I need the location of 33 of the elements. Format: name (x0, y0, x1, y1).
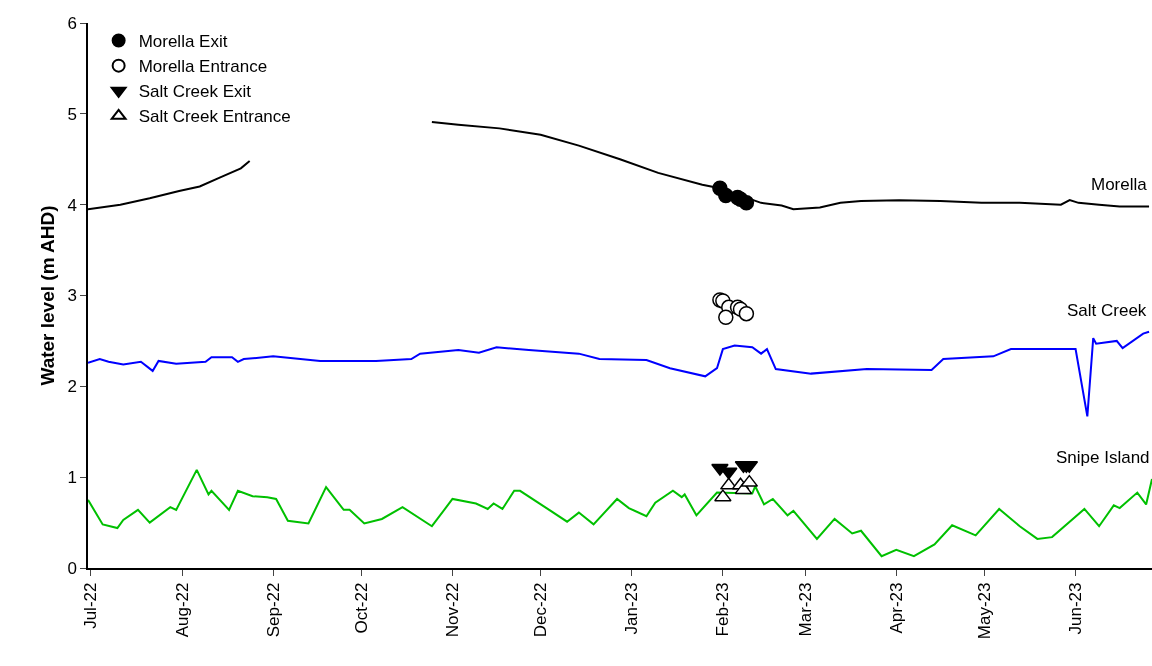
x-tick-label: Nov-22 (442, 582, 462, 638)
x-tick-label: Jan-23 (622, 582, 642, 635)
y-tick-label: 1 (67, 468, 77, 488)
x-tick-label: May-23 (974, 582, 994, 640)
legend-label: Morella Entrance (138, 57, 268, 77)
legend-label: Salt Creek Exit (138, 82, 252, 102)
y-axis-title: Water level (m AHD) (36, 205, 58, 386)
line-series (88, 330, 1151, 418)
x-tick-label: Mar-23 (795, 582, 815, 637)
x-tick-label: Feb-23 (713, 582, 733, 637)
x-tick-label: Oct-22 (351, 582, 371, 634)
x-tick-label: Dec-22 (531, 582, 551, 638)
series-label: Salt Creek (1067, 301, 1147, 320)
line-series (88, 468, 1152, 558)
x-tick-label: Sep-22 (263, 582, 283, 638)
y-tick-label: 3 (67, 286, 77, 306)
y-tick-label: 6 (67, 13, 77, 33)
series-label: Snipe Island (1056, 448, 1150, 467)
x-tick-label: Jul-22 (81, 582, 101, 629)
legend-label: Morella Exit (138, 32, 228, 52)
y-tick-label: 0 (67, 558, 77, 578)
series-label: Morella (1091, 175, 1148, 194)
point (714, 489, 732, 502)
y-tick-label: 2 (67, 377, 77, 397)
legend-label: Salt Creek Entrance (138, 107, 291, 127)
y-tick-label: 4 (67, 195, 77, 215)
x-tick-label: Jun-23 (1066, 582, 1086, 635)
x-tick-label: Aug-22 (172, 582, 192, 638)
point (738, 195, 755, 211)
y-tick-label: 5 (67, 104, 77, 124)
x-tick-label: Apr-23 (886, 582, 906, 634)
point (738, 305, 755, 322)
point (718, 309, 734, 326)
